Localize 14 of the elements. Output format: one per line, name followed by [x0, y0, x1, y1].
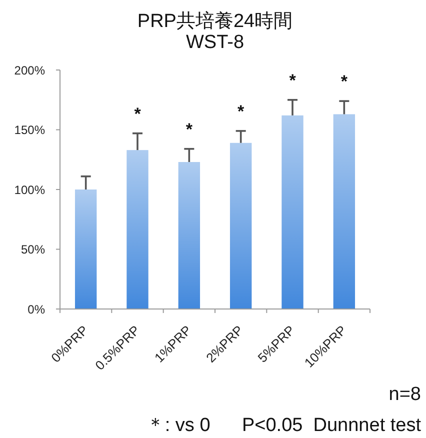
annotation: *: [289, 70, 296, 90]
y-tick-label: 100%: [14, 182, 46, 197]
annotation: *: [340, 72, 348, 92]
chart-subtitle: WST-8: [186, 32, 244, 53]
y-tick-label: 200%: [14, 63, 46, 78]
chart-title: PRP共培養24時間: [137, 10, 293, 32]
y-tick-label: 0%: [28, 302, 46, 316]
annotation: *: [134, 104, 142, 124]
text: n=8: [388, 384, 421, 405]
y-tick-label: 50%: [20, 242, 46, 257]
annotation: *: [186, 120, 193, 139]
annotation: *: [238, 102, 245, 121]
text: ＊: vs 0 P<0.05 Dunnnet test: [146, 415, 422, 436]
y-tick-label: 150%: [14, 123, 46, 138]
